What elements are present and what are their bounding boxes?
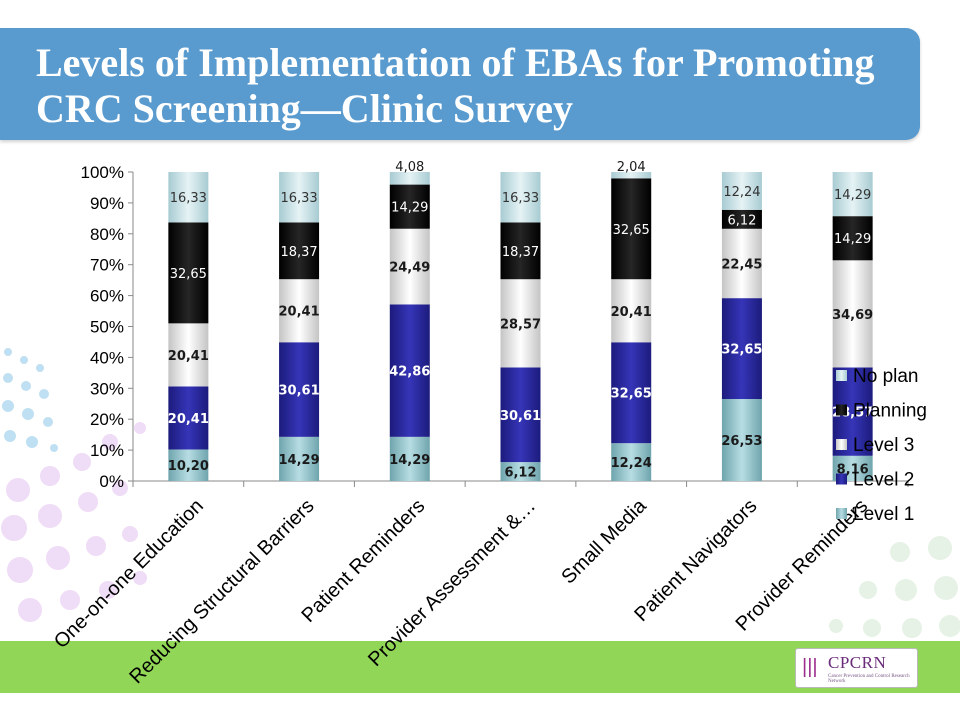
legend-label: Level 2 — [853, 470, 914, 491]
data-label-planning: 18,37 — [280, 245, 317, 260]
bar-segment-level-2 — [611, 342, 652, 444]
bar-segment-level-2 — [279, 342, 320, 437]
data-label-level-1: 26,53 — [721, 434, 762, 449]
data-label-level-3: 20,41 — [279, 305, 320, 320]
data-label-level-2: 32,65 — [721, 343, 762, 358]
bar-segment-no-plan — [168, 172, 209, 223]
y-tick-label: 80% — [90, 225, 124, 244]
logo-subtitle: Cancer Prevention and Control Research N… — [828, 674, 910, 684]
y-tick-label: 40% — [90, 348, 124, 367]
bar-segment-level-3 — [721, 228, 762, 299]
bar-segment-no-plan — [389, 171, 430, 185]
bar-segment-level-3 — [168, 323, 209, 387]
data-label-planning: 32,65 — [613, 223, 650, 238]
y-tick-label: 0% — [99, 472, 124, 491]
category-label: Patient Reminders — [297, 495, 429, 627]
data-label-level-3: 24,49 — [389, 261, 430, 276]
slide-title: Levels of Implementation of EBAs for Pro… — [36, 40, 875, 131]
legend-label: Planning — [853, 401, 927, 422]
y-tick-label: 10% — [90, 441, 124, 460]
bar-segment-level-3 — [500, 279, 541, 368]
bar-segment-no-plan — [721, 172, 762, 210]
bar-segment-planning — [611, 178, 652, 280]
data-label-level-2: 30,61 — [500, 409, 541, 424]
bar-segment-planning — [832, 216, 873, 261]
y-tick-label: 60% — [90, 287, 124, 306]
data-label-level-3: 20,41 — [168, 349, 209, 364]
legend-swatch — [836, 404, 847, 416]
data-label-planning: 6,12 — [727, 213, 756, 228]
data-label-level-1: 12,24 — [611, 456, 652, 471]
bar-segment-no-plan — [611, 172, 652, 179]
bar-segment-no-plan — [832, 172, 873, 217]
bar-segment-level-1 — [389, 436, 430, 481]
data-label-planning: 32,65 — [170, 267, 207, 282]
data-label-no-plan: 2,04 — [617, 160, 646, 175]
data-label-level-1: 14,29 — [389, 453, 430, 468]
data-label-no-plan: 12,24 — [723, 185, 760, 200]
bar-segment-level-1 — [500, 462, 541, 481]
data-label-no-plan: 14,29 — [834, 188, 871, 203]
category-label: Patient Navigators — [630, 495, 761, 626]
category-label: Reducing Structural Barriers — [125, 495, 318, 688]
legend-label: Level 1 — [853, 504, 914, 525]
data-label-no-plan: 16,33 — [280, 191, 317, 206]
title-banner — [0, 28, 920, 140]
y-tick-label: 70% — [90, 256, 124, 275]
data-label-level-1: 6,12 — [504, 466, 536, 481]
bar-segment-no-plan — [500, 172, 541, 223]
legend-swatch — [836, 473, 847, 485]
bar-segment-level-3 — [611, 279, 652, 343]
bar-segment-level-2 — [721, 298, 762, 400]
bar-segment-no-plan — [279, 171, 320, 223]
legend-label: Level 3 — [853, 435, 914, 456]
data-label-level-2: 42,86 — [389, 365, 430, 380]
legend-label: No plan — [853, 366, 919, 387]
y-tick-label: 50% — [90, 318, 124, 337]
data-label-level-1: 14,29 — [279, 453, 320, 468]
legend-swatch — [836, 370, 847, 381]
logo-name: CPCRN — [828, 653, 887, 672]
bar-segment-level-2 — [500, 367, 541, 463]
data-label-no-plan: 16,33 — [170, 191, 207, 206]
data-label-planning: 14,29 — [391, 201, 428, 216]
data-label-level-2: 32,65 — [611, 387, 652, 402]
data-label-no-plan: 16,33 — [502, 191, 539, 206]
bar-segment-level-1 — [279, 436, 320, 481]
data-label-level-3: 20,41 — [611, 305, 652, 320]
bar-segment-level-2 — [168, 386, 209, 450]
y-tick-label: 20% — [90, 410, 124, 429]
data-label-level-2: 20,41 — [168, 412, 209, 427]
data-label-level-3: 34,69 — [832, 308, 873, 323]
bar-segment-planning — [279, 222, 320, 280]
data-label-level-1: 10,20 — [168, 459, 209, 474]
bar-segment-level-1 — [721, 399, 762, 481]
cpcrn-logo: ||| CPCRN Cancer Prevention and Control … — [795, 648, 918, 688]
y-tick-label: 30% — [90, 379, 124, 398]
data-label-level-2: 30,61 — [279, 384, 320, 399]
logo-emblem-icon: ||| — [802, 656, 818, 678]
data-label-level-3: 22,45 — [721, 257, 762, 272]
legend-swatch — [836, 439, 847, 450]
legend-swatch — [836, 508, 847, 519]
data-label-no-plan: 4,08 — [395, 160, 424, 175]
category-label: Small Media — [557, 494, 651, 588]
bar-segment-planning — [500, 222, 541, 280]
bar-segment-level-3 — [389, 228, 430, 305]
bar-segment-planning — [389, 184, 430, 229]
bar-segment-level-3 — [279, 279, 320, 343]
bar-segment-planning — [721, 209, 762, 229]
bar-segment-level-2 — [389, 304, 430, 437]
data-label-level-3: 28,57 — [500, 317, 541, 332]
bar-segment-level-3 — [832, 260, 873, 368]
data-label-planning: 14,29 — [834, 232, 871, 247]
bar-segment-level-1 — [611, 443, 652, 481]
y-tick-label: 90% — [90, 194, 124, 213]
y-tick-label: 100% — [81, 163, 124, 182]
data-label-planning: 18,37 — [502, 245, 539, 260]
bar-segment-planning — [168, 222, 209, 324]
bar-segment-level-1 — [168, 449, 209, 481]
